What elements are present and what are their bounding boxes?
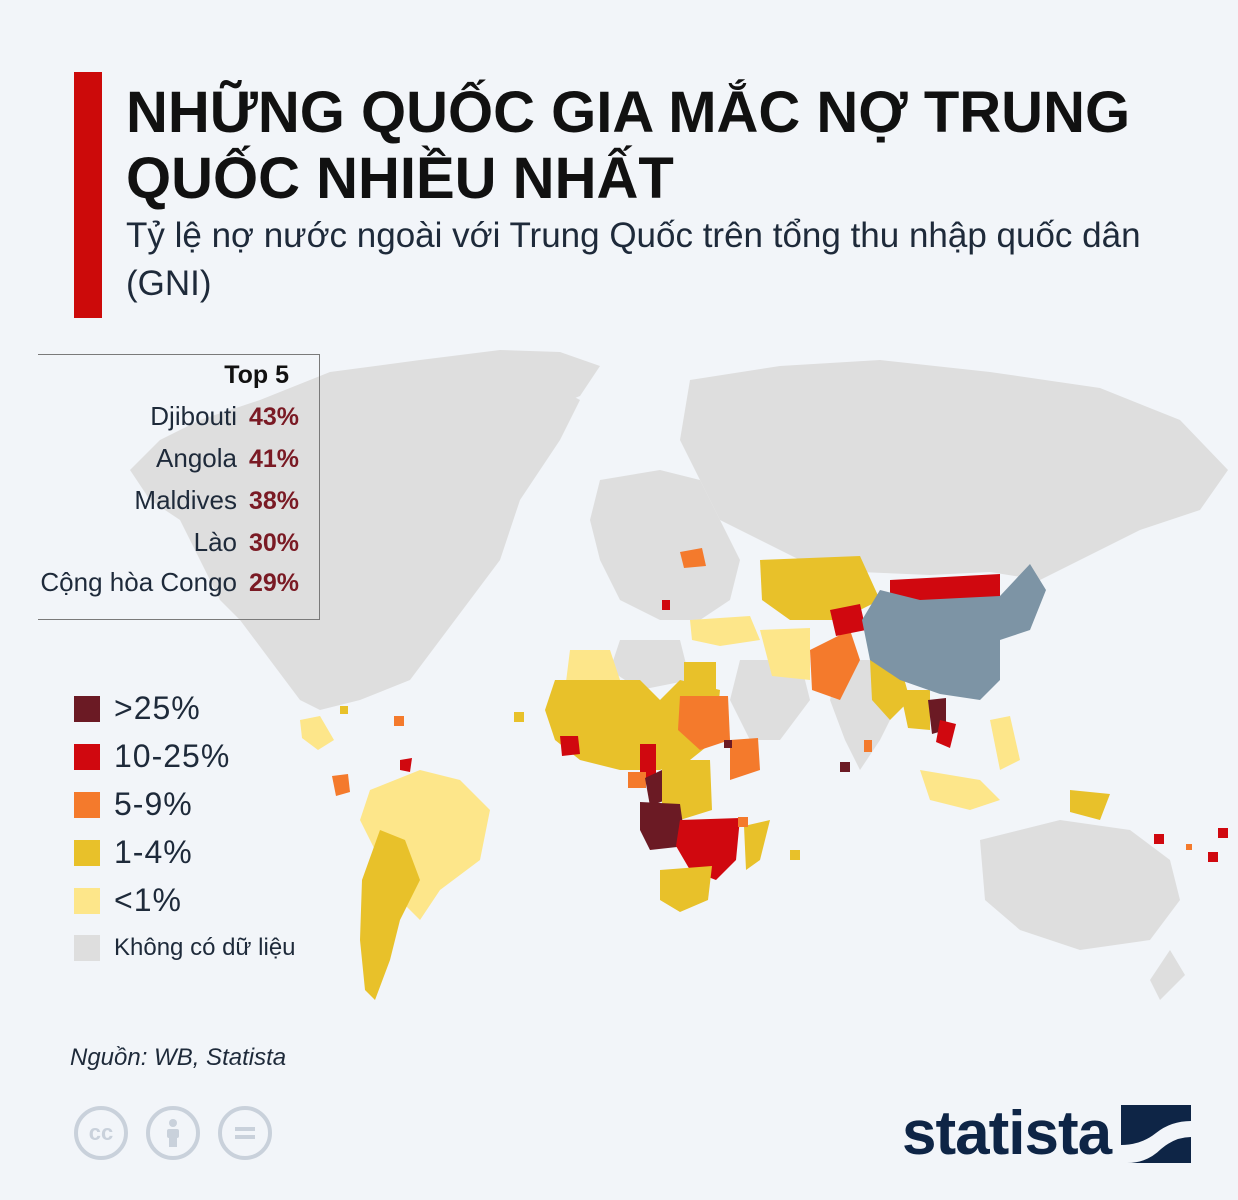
top5-heading: Top 5	[224, 361, 289, 389]
top5-row: Maldives 38%	[134, 485, 303, 521]
attribution-icon[interactable]	[146, 1106, 200, 1160]
legend-swatch	[74, 743, 100, 770]
top5-row: Lào 30%	[194, 527, 303, 563]
land-russia	[680, 360, 1228, 580]
no-data-land	[130, 350, 1228, 1000]
world-map	[130, 350, 1228, 1000]
legend-item: <1%	[74, 882, 182, 919]
top5-value: 41%	[249, 445, 300, 473]
legend-item: Không có dữ liệu	[74, 934, 296, 962]
top5-country: Maldives	[134, 485, 237, 515]
land-greenland	[420, 350, 600, 420]
legend-item: 5-9%	[74, 786, 193, 823]
legend-swatch	[74, 695, 100, 722]
license-icons: cc	[74, 1106, 290, 1160]
top5-value: 43%	[249, 403, 300, 431]
legend-label: <1%	[114, 882, 182, 918]
legend-item: 10-25%	[74, 738, 230, 775]
land-arabia	[730, 660, 810, 740]
source-note: Nguồn: WB, Statista	[70, 1044, 287, 1071]
top5-country: Angola	[156, 443, 237, 473]
statista-logo[interactable]: statista	[902, 1098, 1192, 1169]
statista-mark-icon	[1121, 1104, 1192, 1163]
legend-label: 10-25%	[114, 738, 231, 774]
legend-item: >25%	[74, 690, 201, 727]
legend-swatch	[74, 935, 100, 961]
land-north-america	[130, 360, 580, 710]
legend-label: Không có dữ liệu	[114, 934, 296, 961]
top5-value: 30%	[249, 529, 300, 557]
title-accent-bar	[74, 72, 102, 318]
land-australia	[980, 820, 1180, 950]
top5-row: Cộng hòa Congo 29%	[40, 567, 303, 603]
brand-name: statista	[902, 1099, 1112, 1168]
page-subtitle: Tỷ lệ nợ nước ngoài với Trung Quốc trên …	[126, 216, 1141, 303]
legend-swatch	[74, 839, 100, 866]
land-north-africa	[610, 640, 690, 690]
top5-value: 38%	[249, 487, 300, 515]
legend-label: 5-9%	[114, 786, 193, 822]
legend-swatch	[74, 791, 100, 818]
legend-label: >25%	[114, 690, 201, 726]
top5-panel: Top 5 Djibouti 43% Angola 41% Maldives 3…	[38, 354, 320, 620]
africa-data	[545, 650, 800, 912]
china-shape	[862, 564, 1046, 700]
top5-country: Cộng hòa Congo	[40, 567, 237, 597]
equals-icon	[235, 1127, 255, 1139]
cc-icon[interactable]: cc	[74, 1106, 128, 1160]
top5-country: Djibouti	[150, 401, 237, 431]
legend-item: 1-4%	[74, 834, 193, 871]
legend-swatch	[74, 887, 100, 914]
legend-label: 1-4%	[114, 834, 193, 870]
americas-data	[300, 706, 524, 1000]
top5-row: Angola 41%	[156, 443, 303, 479]
person-icon	[167, 1119, 179, 1147]
land-europe	[590, 470, 740, 620]
top5-value: 29%	[249, 569, 300, 597]
land-nz	[1150, 950, 1185, 1000]
no-derivatives-icon[interactable]	[218, 1106, 272, 1160]
top5-row: Djibouti 43%	[150, 401, 303, 437]
page-title: NHỮNG QUỐC GIA MẮC NỢ TRUNG QUỐC NHIỀU N…	[126, 80, 1131, 211]
top5-country: Lào	[193, 527, 237, 557]
